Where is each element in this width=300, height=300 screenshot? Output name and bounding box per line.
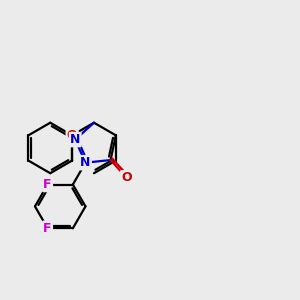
Text: O: O (67, 129, 77, 142)
Text: N: N (80, 156, 91, 169)
Text: O: O (121, 171, 132, 184)
Text: F: F (44, 222, 52, 235)
Text: F: F (44, 178, 52, 191)
Text: N: N (70, 133, 80, 146)
